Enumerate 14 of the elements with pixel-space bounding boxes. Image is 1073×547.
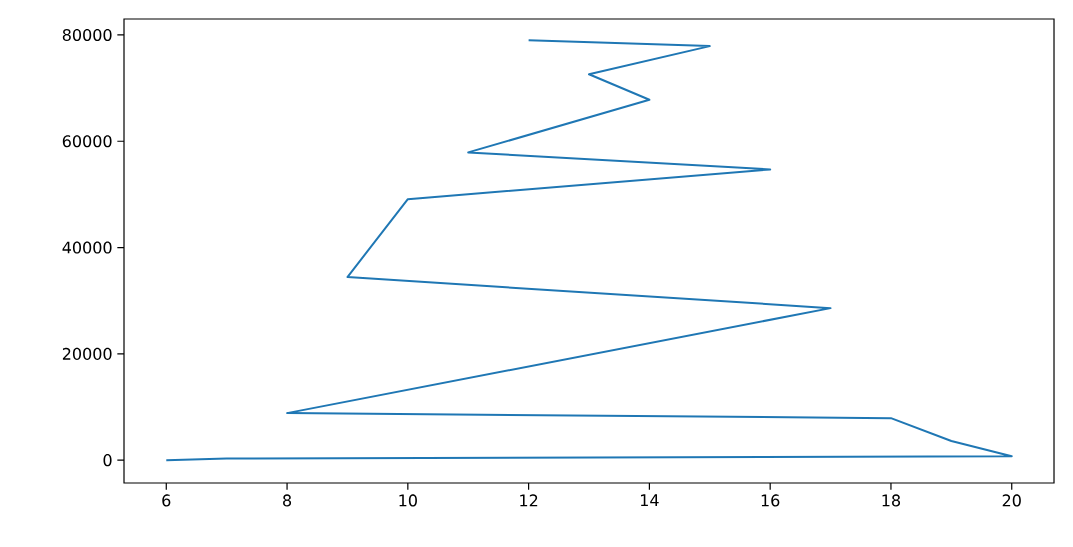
y-tick-label: 40000 bbox=[62, 241, 112, 254]
y-tick-label: 80000 bbox=[62, 28, 112, 41]
line-series bbox=[165, 39, 1013, 462]
y-tick-label: 60000 bbox=[62, 135, 112, 148]
y-tick-label: 0 bbox=[103, 454, 112, 467]
x-tick-label: 6 bbox=[162, 494, 171, 507]
x-tick-label: 14 bbox=[640, 494, 659, 507]
x-tick-label: 12 bbox=[520, 494, 538, 507]
x-tick-label: 18 bbox=[882, 494, 901, 507]
y-tick-label: 20000 bbox=[62, 347, 112, 360]
x-tick-label: 10 bbox=[399, 494, 417, 507]
x-tick-label: 16 bbox=[761, 494, 780, 507]
x-tick-label: 8 bbox=[283, 494, 292, 507]
x-tick-label: 20 bbox=[1002, 494, 1021, 507]
